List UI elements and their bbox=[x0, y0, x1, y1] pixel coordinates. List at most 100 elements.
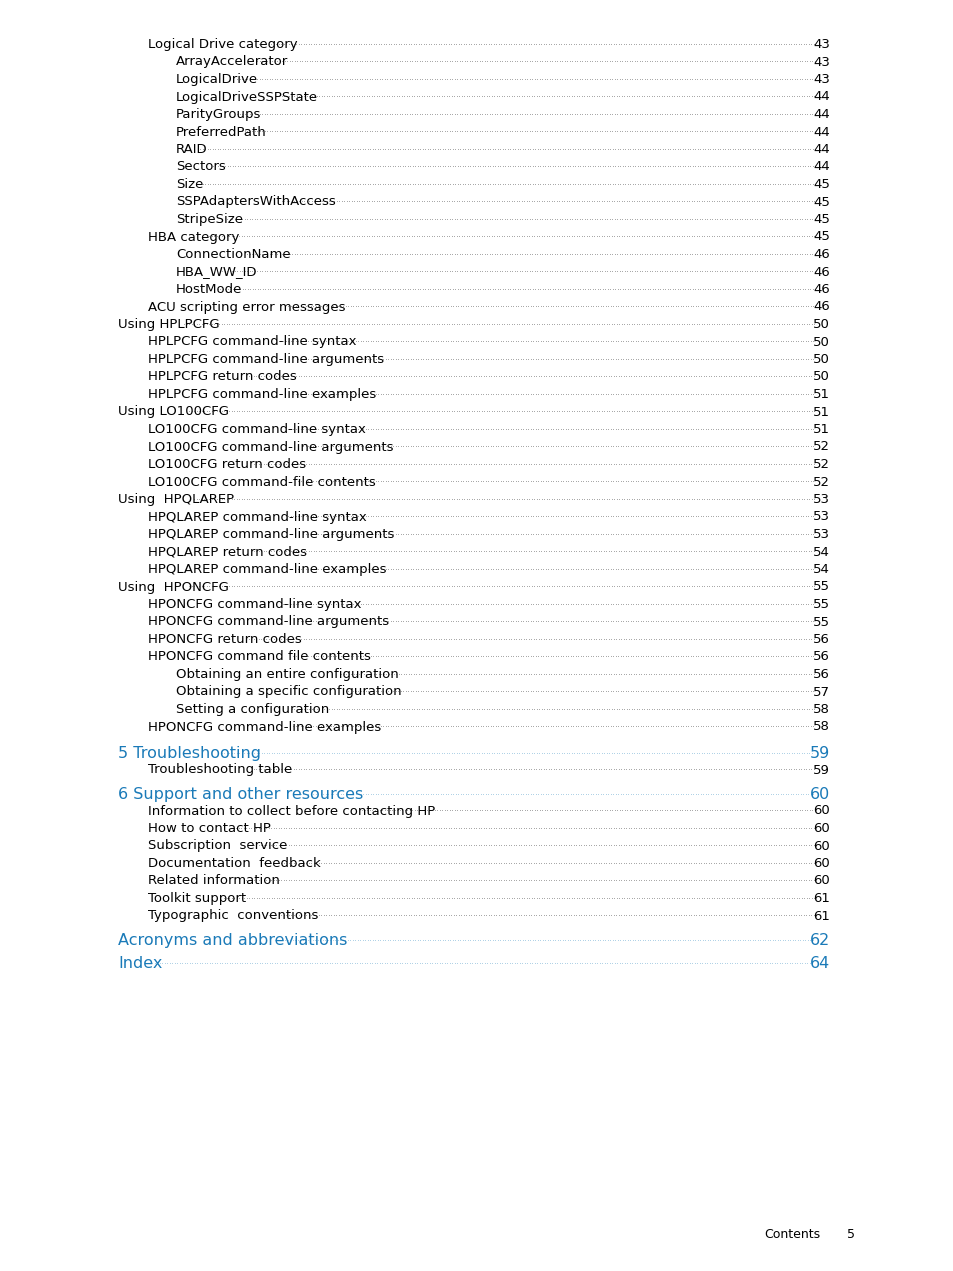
Text: HPQLAREP command-line syntax: HPQLAREP command-line syntax bbox=[148, 511, 366, 524]
Text: 6 Support and other resources: 6 Support and other resources bbox=[118, 787, 363, 802]
Text: 62: 62 bbox=[809, 933, 829, 948]
Text: HPLPCFG command-line syntax: HPLPCFG command-line syntax bbox=[148, 336, 356, 348]
Text: Contents: Contents bbox=[763, 1228, 820, 1240]
Text: 5 Troubleshooting: 5 Troubleshooting bbox=[118, 746, 261, 761]
Text: 50: 50 bbox=[812, 318, 829, 330]
Text: HBA category: HBA category bbox=[148, 230, 239, 244]
Text: 51: 51 bbox=[812, 423, 829, 436]
Text: 44: 44 bbox=[812, 90, 829, 103]
Text: HPLPCFG command-line arguments: HPLPCFG command-line arguments bbox=[148, 353, 384, 366]
Text: 45: 45 bbox=[812, 214, 829, 226]
Text: Logical Drive category: Logical Drive category bbox=[148, 38, 297, 51]
Text: 55: 55 bbox=[812, 581, 829, 594]
Text: LO100CFG command-line arguments: LO100CFG command-line arguments bbox=[148, 441, 393, 454]
Text: 60: 60 bbox=[809, 787, 829, 802]
Text: 53: 53 bbox=[812, 511, 829, 524]
Text: 54: 54 bbox=[812, 545, 829, 558]
Text: Acronyms and abbreviations: Acronyms and abbreviations bbox=[118, 933, 347, 948]
Text: 57: 57 bbox=[812, 685, 829, 699]
Text: 46: 46 bbox=[812, 283, 829, 296]
Text: HPONCFG command-line syntax: HPONCFG command-line syntax bbox=[148, 597, 361, 611]
Text: 64: 64 bbox=[809, 957, 829, 971]
Text: 45: 45 bbox=[812, 196, 829, 208]
Text: 60: 60 bbox=[812, 857, 829, 871]
Text: ConnectionName: ConnectionName bbox=[175, 248, 291, 261]
Text: 55: 55 bbox=[812, 597, 829, 611]
Text: Typographic  conventions: Typographic conventions bbox=[148, 910, 318, 923]
Text: 46: 46 bbox=[812, 248, 829, 261]
Text: ArrayAccelerator: ArrayAccelerator bbox=[175, 56, 288, 69]
Text: RAID: RAID bbox=[175, 144, 208, 156]
Text: Using LO100CFG: Using LO100CFG bbox=[118, 405, 229, 418]
Text: 50: 50 bbox=[812, 353, 829, 366]
Text: 51: 51 bbox=[812, 405, 829, 418]
Text: 56: 56 bbox=[812, 651, 829, 663]
Text: How to contact HP: How to contact HP bbox=[148, 822, 271, 835]
Text: Obtaining a specific configuration: Obtaining a specific configuration bbox=[175, 685, 401, 699]
Text: LogicalDriveSSPState: LogicalDriveSSPState bbox=[175, 90, 317, 103]
Text: HPONCFG command-line examples: HPONCFG command-line examples bbox=[148, 721, 381, 733]
Text: HPONCFG command file contents: HPONCFG command file contents bbox=[148, 651, 371, 663]
Text: 5: 5 bbox=[846, 1228, 854, 1240]
Text: 56: 56 bbox=[812, 669, 829, 681]
Text: Index: Index bbox=[118, 957, 162, 971]
Text: LogicalDrive: LogicalDrive bbox=[175, 72, 258, 86]
Text: StripeSize: StripeSize bbox=[175, 214, 243, 226]
Text: ACU scripting error messages: ACU scripting error messages bbox=[148, 300, 345, 314]
Text: HPQLAREP command-line arguments: HPQLAREP command-line arguments bbox=[148, 527, 394, 541]
Text: LO100CFG command-file contents: LO100CFG command-file contents bbox=[148, 475, 375, 488]
Text: HPQLAREP command-line examples: HPQLAREP command-line examples bbox=[148, 563, 386, 576]
Text: 44: 44 bbox=[812, 126, 829, 139]
Text: 60: 60 bbox=[812, 840, 829, 853]
Text: 44: 44 bbox=[812, 108, 829, 121]
Text: 52: 52 bbox=[812, 458, 829, 472]
Text: 51: 51 bbox=[812, 388, 829, 400]
Text: 58: 58 bbox=[812, 703, 829, 716]
Text: Size: Size bbox=[175, 178, 203, 191]
Text: 59: 59 bbox=[809, 746, 829, 761]
Text: LO100CFG return codes: LO100CFG return codes bbox=[148, 458, 306, 472]
Text: Sectors: Sectors bbox=[175, 160, 226, 174]
Text: 50: 50 bbox=[812, 336, 829, 348]
Text: HPQLAREP return codes: HPQLAREP return codes bbox=[148, 545, 307, 558]
Text: LO100CFG command-line syntax: LO100CFG command-line syntax bbox=[148, 423, 366, 436]
Text: 43: 43 bbox=[812, 38, 829, 51]
Text: 46: 46 bbox=[812, 300, 829, 314]
Text: Troubleshooting table: Troubleshooting table bbox=[148, 764, 292, 777]
Text: HPONCFG return codes: HPONCFG return codes bbox=[148, 633, 301, 646]
Text: 46: 46 bbox=[812, 266, 829, 278]
Text: Information to collect before contacting HP: Information to collect before contacting… bbox=[148, 805, 435, 817]
Text: 61: 61 bbox=[812, 892, 829, 905]
Text: 52: 52 bbox=[812, 441, 829, 454]
Text: HPONCFG command-line arguments: HPONCFG command-line arguments bbox=[148, 615, 389, 628]
Text: 43: 43 bbox=[812, 56, 829, 69]
Text: ParityGroups: ParityGroups bbox=[175, 108, 261, 121]
Text: 60: 60 bbox=[812, 822, 829, 835]
Text: 44: 44 bbox=[812, 160, 829, 174]
Text: Obtaining an entire configuration: Obtaining an entire configuration bbox=[175, 669, 398, 681]
Text: 44: 44 bbox=[812, 144, 829, 156]
Text: 53: 53 bbox=[812, 527, 829, 541]
Text: 56: 56 bbox=[812, 633, 829, 646]
Text: 60: 60 bbox=[812, 805, 829, 817]
Text: HostMode: HostMode bbox=[175, 283, 242, 296]
Text: Using HPLPCFG: Using HPLPCFG bbox=[118, 318, 219, 330]
Text: 43: 43 bbox=[812, 72, 829, 86]
Text: HBA_WW_ID: HBA_WW_ID bbox=[175, 266, 257, 278]
Text: 61: 61 bbox=[812, 910, 829, 923]
Text: Documentation  feedback: Documentation feedback bbox=[148, 857, 320, 871]
Text: Setting a configuration: Setting a configuration bbox=[175, 703, 329, 716]
Text: Using  HPQLAREP: Using HPQLAREP bbox=[118, 493, 233, 506]
Text: SSPAdaptersWithAccess: SSPAdaptersWithAccess bbox=[175, 196, 335, 208]
Text: 54: 54 bbox=[812, 563, 829, 576]
Text: Toolkit support: Toolkit support bbox=[148, 892, 246, 905]
Text: 50: 50 bbox=[812, 371, 829, 384]
Text: PreferredPath: PreferredPath bbox=[175, 126, 267, 139]
Text: 45: 45 bbox=[812, 230, 829, 244]
Text: 55: 55 bbox=[812, 615, 829, 628]
Text: 58: 58 bbox=[812, 721, 829, 733]
Text: HPLPCFG command-line examples: HPLPCFG command-line examples bbox=[148, 388, 375, 400]
Text: HPLPCFG return codes: HPLPCFG return codes bbox=[148, 371, 296, 384]
Text: Subscription  service: Subscription service bbox=[148, 840, 287, 853]
Text: 45: 45 bbox=[812, 178, 829, 191]
